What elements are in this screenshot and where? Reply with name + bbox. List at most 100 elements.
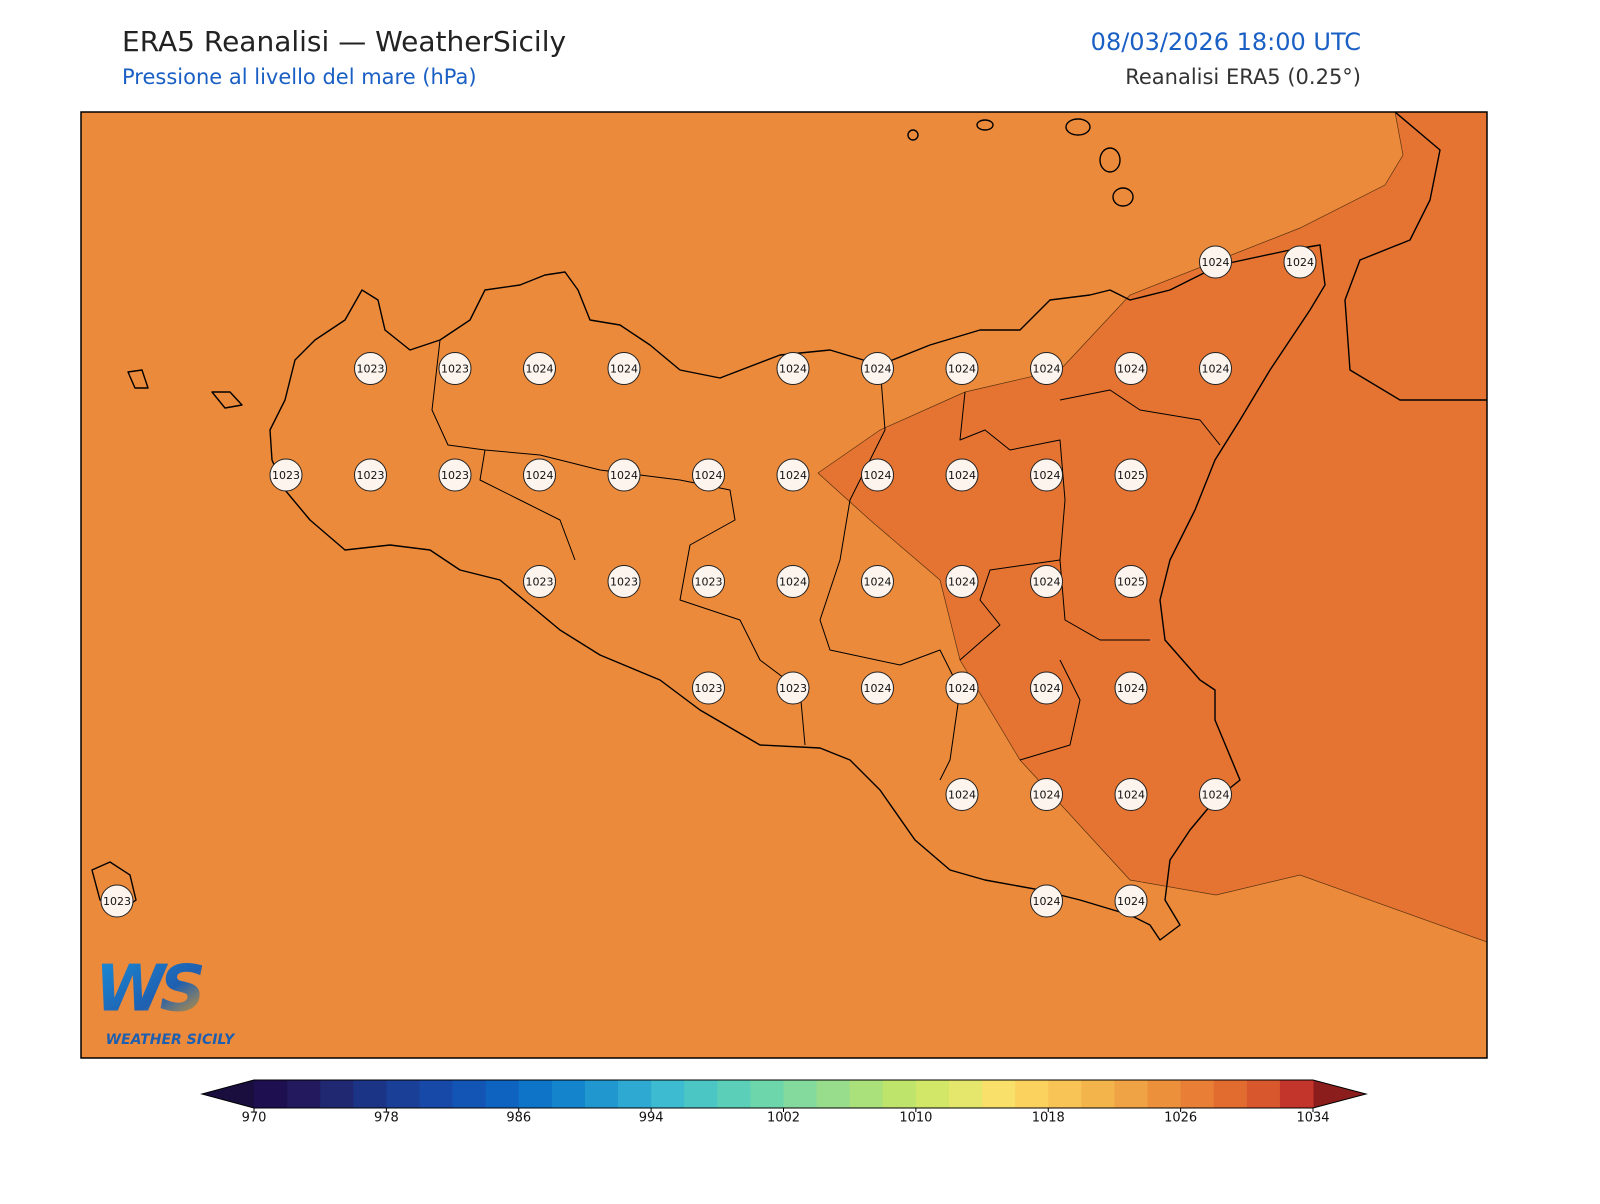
- station-value: 1024: [1117, 895, 1145, 908]
- colorbar-bin: [1279, 1080, 1314, 1108]
- colorbar-bin: [1114, 1080, 1149, 1108]
- stations: 1024 1024 1023 1023 1024 1024 1024 1024 1024 1024…: [100, 245, 1317, 918]
- station-marker: [1030, 565, 1063, 598]
- colorbar-bin: [948, 1080, 983, 1108]
- station-value: 1023: [272, 469, 300, 482]
- colorbar-tick-label: 1010: [899, 1111, 932, 1126]
- coastline-sicily: [269, 244, 1326, 941]
- station-marker: [354, 352, 387, 385]
- subtitle: Pressione al livello del mare (hPa): [122, 65, 477, 89]
- station-value: 1023: [357, 363, 385, 376]
- colorbar-bin: [1213, 1080, 1248, 1108]
- station-marker: [861, 565, 894, 598]
- coastline-calabria: [1344, 112, 1487, 401]
- station-value: 1023: [441, 469, 469, 482]
- station-marker: [1114, 565, 1148, 598]
- station-marker: [1199, 245, 1232, 279]
- colorbar-bin: [1180, 1080, 1215, 1108]
- station-value: 1024: [1033, 469, 1061, 482]
- station-value: 1024: [610, 469, 638, 482]
- colorbar-tick-label: 986: [506, 1111, 531, 1126]
- colorbar-bin: [320, 1080, 354, 1108]
- station-marker: [100, 884, 134, 918]
- map-frame: [80, 111, 1488, 1059]
- station-marker: [1030, 671, 1063, 705]
- logo-mark: WS: [95, 953, 203, 1027]
- colorbar-bin: [618, 1080, 652, 1108]
- colorbar-bin: [717, 1080, 751, 1108]
- station-marker: [607, 458, 641, 492]
- colorbar-tick-label: 970: [242, 1111, 267, 1126]
- colorbar-bin: [386, 1080, 420, 1108]
- station-value: 1024: [864, 363, 892, 376]
- station-value: 1024: [948, 469, 976, 482]
- station-marker: [861, 458, 894, 492]
- station-value: 1024: [864, 576, 892, 589]
- station-value: 1024: [1117, 682, 1145, 695]
- station-value: 1024: [526, 363, 554, 376]
- station-value: 1023: [779, 682, 807, 695]
- station-value: 1024: [948, 576, 976, 589]
- station-marker: [945, 352, 979, 385]
- colorbar-bin: [551, 1080, 586, 1108]
- station-value: 1024: [1286, 256, 1314, 269]
- station-value: 1024: [779, 576, 807, 589]
- station-marker: [354, 458, 387, 492]
- pressure-contour: [817, 112, 1487, 943]
- station-value: 1024: [1117, 363, 1145, 376]
- station-value: 1025: [1117, 576, 1145, 589]
- colorbar-bin: [1147, 1080, 1182, 1108]
- station-value: 1025: [1117, 469, 1145, 482]
- colorbar-bin: [915, 1080, 950, 1108]
- station-value: 1023: [610, 576, 638, 589]
- colorbar-tick-label: 994: [639, 1111, 664, 1126]
- colorbar-tick-label: 1002: [767, 1111, 800, 1126]
- station-marker: [607, 352, 641, 385]
- colorbar-bin: [849, 1080, 884, 1108]
- station-marker: [438, 352, 472, 385]
- station-marker: [523, 565, 556, 598]
- station-value: 1024: [779, 363, 807, 376]
- colorbar-bin: [651, 1080, 685, 1108]
- colorbar-bin: [584, 1080, 619, 1108]
- colorbar-bin: [783, 1080, 818, 1108]
- map-area: 1024 1024 1023 1023 1024 1024 1024 1024 1024 1024…: [81, 112, 1487, 1058]
- colorbar-bin: [684, 1080, 718, 1108]
- station-value: 1024: [1202, 789, 1230, 802]
- islands: [91, 118, 1134, 913]
- colorbar-bin: [518, 1080, 553, 1108]
- station-value: 1024: [1033, 576, 1061, 589]
- station-value: 1023: [526, 576, 554, 589]
- colorbar-bin: [882, 1080, 917, 1108]
- station-marker: [1114, 884, 1148, 918]
- colorbar-bin: [254, 1080, 288, 1108]
- station-value: 1024: [1202, 363, 1230, 376]
- station-marker: [776, 458, 810, 492]
- station-value: 1024: [1117, 789, 1145, 802]
- colorbar-bin: [419, 1080, 454, 1108]
- province-borders: [431, 339, 1221, 781]
- station-marker: [945, 671, 979, 705]
- colorbar-bin: [1246, 1080, 1281, 1108]
- station-marker: [1030, 458, 1063, 492]
- source: Reanalisi ERA5 (0.25°): [1125, 65, 1361, 89]
- colorbar-over: [1313, 1080, 1366, 1108]
- colorbar-bin: [485, 1080, 520, 1108]
- colorbar: 970 978 986 994 1002 1010 1018 1026 1034: [200, 1079, 1368, 1126]
- station-value: 1023: [695, 682, 723, 695]
- station-marker: [607, 565, 641, 598]
- colorbar-bin: [982, 1080, 1016, 1108]
- station-marker: [861, 671, 894, 705]
- colorbar-bin: [1081, 1080, 1115, 1108]
- station-marker: [1114, 778, 1148, 811]
- colorbar-tick-label: 1034: [1296, 1111, 1329, 1126]
- station-value: 1023: [441, 363, 469, 376]
- station-marker: [1030, 352, 1063, 385]
- station-value: 1024: [948, 789, 976, 802]
- station-marker: [438, 458, 472, 492]
- colorbar-under: [202, 1080, 254, 1108]
- station-marker: [1283, 245, 1317, 279]
- station-marker: [945, 458, 979, 492]
